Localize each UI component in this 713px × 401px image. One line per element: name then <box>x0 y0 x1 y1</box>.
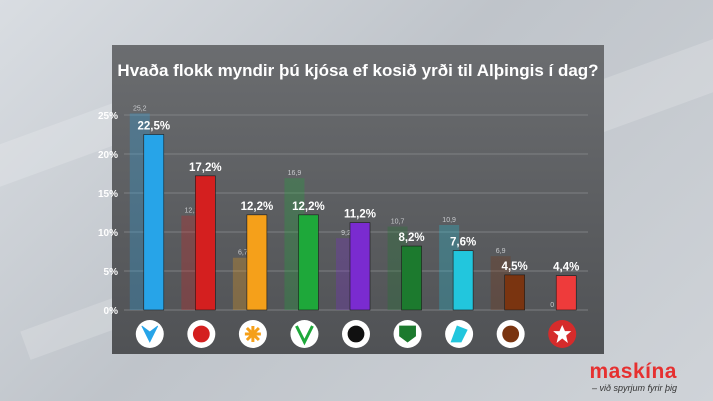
bar-previous-label: 0 <box>550 302 554 309</box>
bar-current <box>555 275 577 311</box>
horse-icon <box>445 320 474 348</box>
snowflake-icon <box>238 320 267 348</box>
bar-previous-label: 10,9 <box>442 217 456 224</box>
leaf-shield-icon <box>393 320 422 348</box>
y-tick-label: 15% <box>98 189 118 200</box>
star-circle-icon <box>548 320 577 348</box>
bar-current <box>504 274 525 311</box>
bar-previous-label: 6,7 <box>238 250 248 257</box>
y-tick-label: 5% <box>104 267 119 278</box>
falcon-icon <box>135 320 164 348</box>
bar-value-label: 4,4% <box>553 262 579 274</box>
bar-current <box>298 214 319 311</box>
bar-previous-label: 6,9 <box>496 248 506 255</box>
bar-value-label: 22,5% <box>137 121 170 133</box>
y-tick-label: 0% <box>104 306 119 317</box>
brand-block: maskína – við spyrjum fyrir þig <box>547 360 677 393</box>
pirate-icon <box>342 320 370 348</box>
bar-current <box>143 134 165 311</box>
ball-icon <box>187 320 216 348</box>
v-check-icon <box>290 320 319 348</box>
brand-tagline: – við spyrjum fyrir þig <box>591 383 677 393</box>
bird-circle-icon <box>496 320 525 348</box>
bar-previous-label: 12,1 <box>185 208 199 215</box>
bar-value-label: 12,2% <box>241 201 274 213</box>
bar-value-label: 4,5% <box>502 261 528 273</box>
bar-value-label: 17,2% <box>189 162 222 174</box>
bar-current <box>349 222 371 311</box>
bar-previous-label: 16,9 <box>288 170 302 177</box>
bar-value-label: 7,6% <box>450 237 476 249</box>
bar-value-label: 8,2% <box>398 232 424 244</box>
bar-current <box>452 250 474 311</box>
brand-logo: maskína <box>589 360 677 383</box>
y-tick-label: 25% <box>98 111 118 122</box>
bar-previous-label: 25,2 <box>133 105 147 112</box>
bar-previous-label: 10,7 <box>391 219 405 226</box>
bar-value-label: 11,2% <box>344 209 376 221</box>
bar-current <box>195 175 216 311</box>
bar-current <box>246 214 268 311</box>
y-tick-label: 20% <box>98 150 118 161</box>
bar-previous-label: 9,2 <box>341 230 351 237</box>
bar-value-label: 12,2% <box>292 201 325 213</box>
y-tick-label: 10% <box>98 228 118 239</box>
bar-current <box>401 245 422 311</box>
chart-title: Hvaða flokk myndir þú kjósa ef kosið yrð… <box>117 61 599 80</box>
